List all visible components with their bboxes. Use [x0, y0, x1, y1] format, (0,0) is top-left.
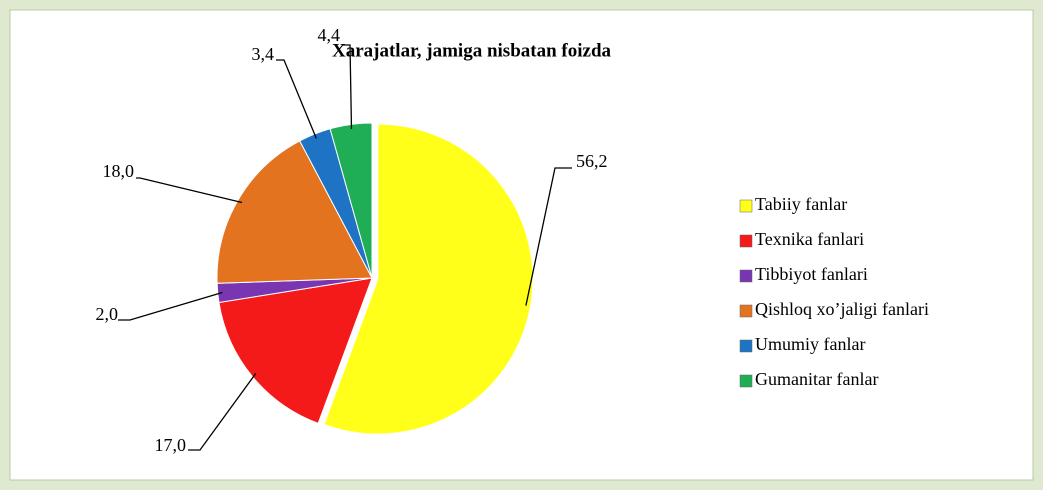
- data-label: 17,0: [155, 435, 187, 455]
- legend-label: Umumiy fanlar: [755, 334, 865, 354]
- legend-label: Tibbiyot fanlari: [755, 264, 868, 284]
- leader-line: [188, 373, 257, 451]
- pie-slice: [216, 140, 373, 284]
- data-label: 2,0: [96, 304, 119, 324]
- legend-label: Qishloq xo’jaligi fanlari: [755, 299, 929, 319]
- legend-swatch: [739, 339, 753, 353]
- legend-swatch: [739, 234, 753, 248]
- leader-line: [276, 59, 317, 139]
- data-label: 56,2: [576, 151, 608, 171]
- legend-swatch: [739, 304, 753, 318]
- pie-slice: [323, 123, 534, 435]
- legend-swatch: [739, 199, 753, 213]
- leader-line: [118, 291, 223, 321]
- legend-label: Gumanitar fanlar: [755, 369, 878, 389]
- legend-label: Texnika fanlari: [755, 229, 864, 249]
- legend-swatch: [739, 374, 753, 388]
- data-label: 18,0: [103, 161, 135, 181]
- leader-line: [136, 177, 243, 204]
- data-label: 4,4: [318, 25, 341, 45]
- data-label: 3,4: [252, 44, 275, 64]
- pie-slice: [218, 277, 373, 424]
- leader-line: [342, 44, 353, 130]
- chart-title: Xarajatlar, jamiga nisbatan foizda: [332, 40, 612, 61]
- legend-swatch: [739, 269, 753, 283]
- legend-label: Tabiiy fanlar: [755, 194, 847, 214]
- leader-line: [525, 167, 572, 306]
